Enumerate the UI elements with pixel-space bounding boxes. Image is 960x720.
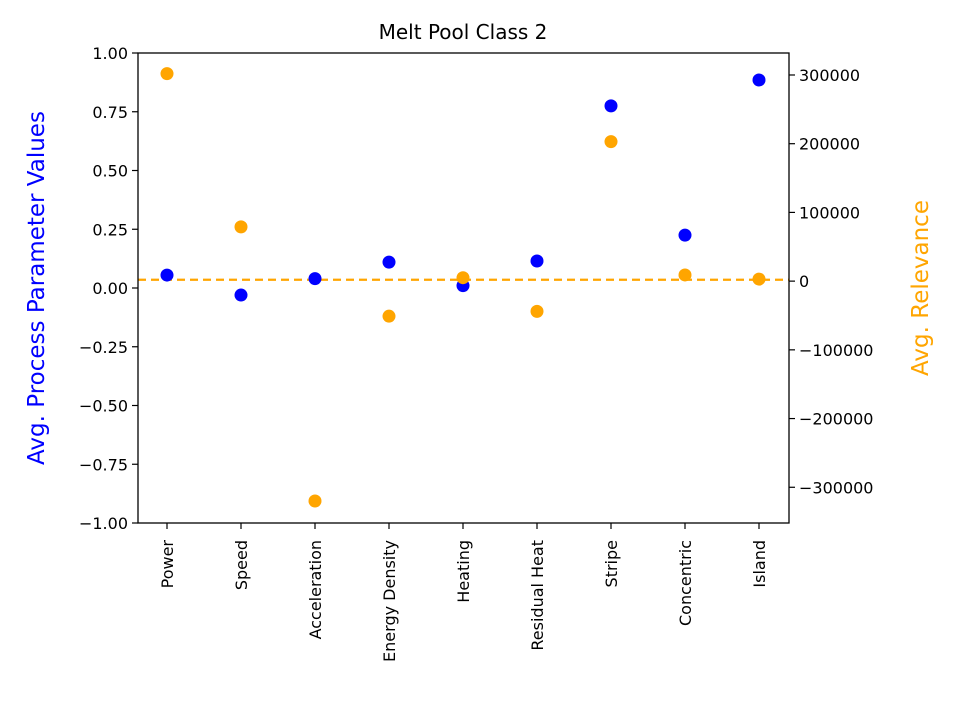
parameter-point-power (160, 268, 174, 282)
left-axis-tick-label: −0.25 (79, 338, 128, 357)
left-axis-tick-label: 0.25 (92, 220, 128, 239)
parameter-point-stripe (604, 99, 618, 113)
right-axis-label: Avg. Relevance (908, 200, 934, 376)
right-axis-tick-label: −200000 (799, 410, 873, 429)
chart-title: Melt Pool Class 2 (379, 20, 548, 44)
x-axis-tick-label: Heating (454, 540, 473, 603)
parameter-point-energy-density (382, 255, 396, 269)
parameter-point-island (752, 73, 766, 87)
left-axis-tick-label: 0.50 (92, 162, 128, 181)
left-axis-tick-label: 1.00 (92, 44, 128, 63)
parameter-point-speed (234, 288, 248, 302)
right-axis-tick-label: 100000 (799, 203, 860, 222)
relevance-point-heating (456, 271, 470, 285)
relevance-point-power (160, 67, 174, 81)
right-axis-tick-label: 0 (799, 272, 809, 291)
right-axis-tick-label: 300000 (799, 66, 860, 85)
right-axis-tick-label: −100000 (799, 341, 873, 360)
right-axis-tick-label: −300000 (799, 478, 873, 497)
x-axis-tick-label: Acceleration (306, 540, 325, 639)
x-axis-tick-label: Residual Heat (528, 540, 547, 651)
relevance-point-residual-heat (530, 304, 544, 318)
x-axis-tick-label: Power (158, 540, 177, 589)
left-axis-tick-label: 0.75 (92, 103, 128, 122)
relevance-point-energy-density (382, 309, 396, 323)
parameter-point-concentric (678, 228, 692, 242)
x-axis-tick-label: Energy Density (380, 540, 399, 662)
relevance-point-stripe (604, 135, 618, 149)
left-axis-label: Avg. Process Parameter Values (24, 111, 50, 465)
x-axis-tick-label: Concentric (676, 540, 695, 626)
relevance-point-island (752, 272, 766, 286)
relevance-point-acceleration (308, 494, 322, 508)
relevance-point-concentric (678, 268, 692, 282)
x-axis-tick-label: Stripe (602, 540, 621, 587)
left-axis-tick-label: −0.75 (79, 455, 128, 474)
x-axis-tick-label: Island (750, 540, 769, 588)
parameter-point-acceleration (308, 272, 322, 286)
relevance-point-speed (234, 220, 248, 234)
left-axis-tick-label: 0.00 (92, 279, 128, 298)
left-axis-tick-label: −0.50 (79, 397, 128, 416)
x-axis-tick-label: Speed (232, 540, 251, 590)
left-axis-tick-label: −1.00 (79, 514, 128, 533)
parameter-point-residual-heat (530, 254, 544, 268)
right-axis-tick-label: 200000 (799, 135, 860, 154)
